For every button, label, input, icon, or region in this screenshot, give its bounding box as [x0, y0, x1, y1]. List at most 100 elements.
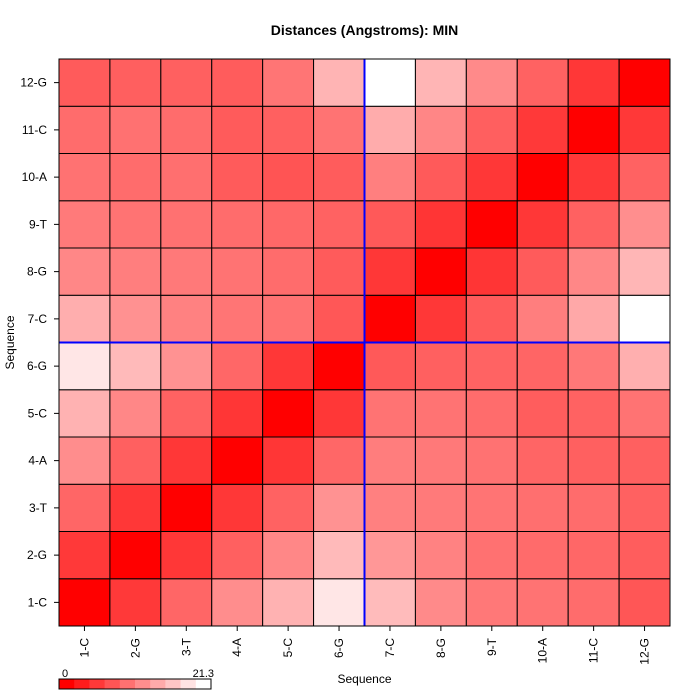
heatmap-cell: [211, 436, 264, 485]
heatmap-cell: [364, 153, 416, 202]
heatmap-cell: [414, 578, 467, 627]
heatmap-cell: [262, 578, 315, 627]
heatmap-cell: [567, 436, 620, 485]
x-tick-label: 10-A: [536, 638, 550, 663]
heatmap-cell: [567, 342, 620, 391]
heatmap-cell: [58, 200, 111, 249]
heatmap-cell: [160, 247, 213, 296]
heatmap-cell: [364, 578, 416, 627]
heatmap-cell: [516, 342, 569, 391]
heatmap-cell: [516, 389, 569, 438]
heatmap-cell: [618, 105, 671, 154]
heatmap-cell: [58, 483, 111, 532]
heatmap-cell: [414, 294, 467, 343]
heatmap-cell: [567, 153, 620, 202]
heatmap-cell: [364, 483, 416, 532]
heatmap-cell: [211, 58, 264, 107]
heatmap-cell: [618, 342, 671, 391]
heatmap-cell: [618, 58, 671, 107]
y-tick-label: 1-C: [28, 595, 48, 609]
heatmap-cell: [109, 531, 162, 580]
colorbar-swatch: [165, 679, 182, 689]
heatmap-cell: [567, 58, 620, 107]
heatmap-cell: [262, 294, 315, 343]
heatmap-cell: [364, 200, 416, 249]
heatmap-cell: [414, 105, 467, 154]
colorbar-swatch: [74, 679, 90, 689]
heatmap-cell: [262, 531, 315, 580]
colorbar-swatch: [104, 679, 121, 689]
heatmap-cell: [465, 58, 518, 107]
heatmap-cell: [58, 531, 111, 580]
colorbar-swatch: [59, 679, 75, 689]
heatmap-cell: [618, 578, 671, 627]
colorbar-max-label: 21.3: [193, 668, 214, 680]
heatmap-cell: [414, 531, 467, 580]
heatmap-cell: [262, 200, 315, 249]
heatmap-cell: [567, 105, 620, 154]
x-tick-label: 6-G: [332, 638, 346, 658]
heatmap-cell: [313, 389, 366, 438]
heatmap-cell: [160, 294, 213, 343]
heatmap-cell: [516, 58, 569, 107]
x-tick-label: 1-C: [77, 638, 91, 658]
heatmap-cell: [160, 483, 213, 532]
heatmap-cell: [414, 58, 467, 107]
heatmap-cell: [567, 483, 620, 532]
heatmap-cell: [465, 389, 518, 438]
heatmap-cell: [313, 436, 366, 485]
heatmap-cell: [262, 389, 315, 438]
heatmap-cell: [160, 200, 213, 249]
heatmap-cell: [465, 342, 518, 391]
colorbar-min-label: 0: [62, 668, 68, 680]
heatmap-cell: [516, 578, 569, 627]
colorbar-swatch: [119, 679, 136, 689]
heatmap-cell: [211, 389, 264, 438]
heatmap-cell: [109, 247, 162, 296]
y-tick-label: 5-C: [28, 406, 48, 420]
x-tick-label: 5-C: [281, 638, 295, 658]
block-dividers: [59, 59, 670, 626]
heatmap-cell: [313, 531, 366, 580]
heatmap-cell: [465, 578, 518, 627]
heatmap-cell: [364, 342, 416, 391]
heatmap-cell: [211, 247, 264, 296]
heatmap-cell: [364, 389, 416, 438]
heatmap-cell: [414, 436, 467, 485]
heatmap-cell: [313, 58, 366, 107]
x-axis-tick-labels: 1-C 2-G 3-T 4-A 5-C 6-G 7-C 8-G 9-T 10-A 11-C 12-G: [77, 626, 652, 665]
heatmap-cell: [160, 342, 213, 391]
heatmap-cell: [567, 200, 620, 249]
heatmap-cell: [58, 105, 111, 154]
heatmap-cell: [414, 200, 467, 249]
heatmap-cell: [313, 105, 366, 154]
heatmap-cell: [313, 483, 366, 532]
colorbar-swatch: [89, 679, 106, 689]
y-tick-label: 12-G: [20, 76, 47, 90]
x-tick-label: 7-C: [383, 638, 397, 658]
heatmap-cell: [262, 436, 315, 485]
heatmap-cell: [414, 342, 467, 391]
heatmap-cell: [313, 342, 366, 391]
heatmap-cell: [516, 294, 569, 343]
heatmap-cell: [109, 342, 162, 391]
heatmap-cell: [364, 247, 416, 296]
heatmap-cell: [567, 247, 620, 296]
y-tick-label: 7-C: [28, 312, 48, 326]
colorbar-swatch: [150, 679, 166, 689]
heatmap-cell: [364, 436, 416, 485]
heatmap-cell: [313, 247, 366, 296]
heatmap-cell: [109, 436, 162, 485]
heatmap-cell: [160, 58, 213, 107]
x-tick-label: 3-T: [179, 637, 193, 656]
heatmap-cell: [465, 153, 518, 202]
heatmap-cell: [414, 389, 467, 438]
heatmap-cell: [109, 389, 162, 438]
x-tick-label: 4-A: [230, 638, 244, 657]
heatmap-cell: [364, 294, 416, 343]
heatmap-cell: [262, 153, 315, 202]
y-tick-label: 6-G: [27, 359, 47, 373]
heatmap-cell: [618, 389, 671, 438]
heatmap-cell: [414, 153, 467, 202]
heatmap-cell: [516, 247, 569, 296]
